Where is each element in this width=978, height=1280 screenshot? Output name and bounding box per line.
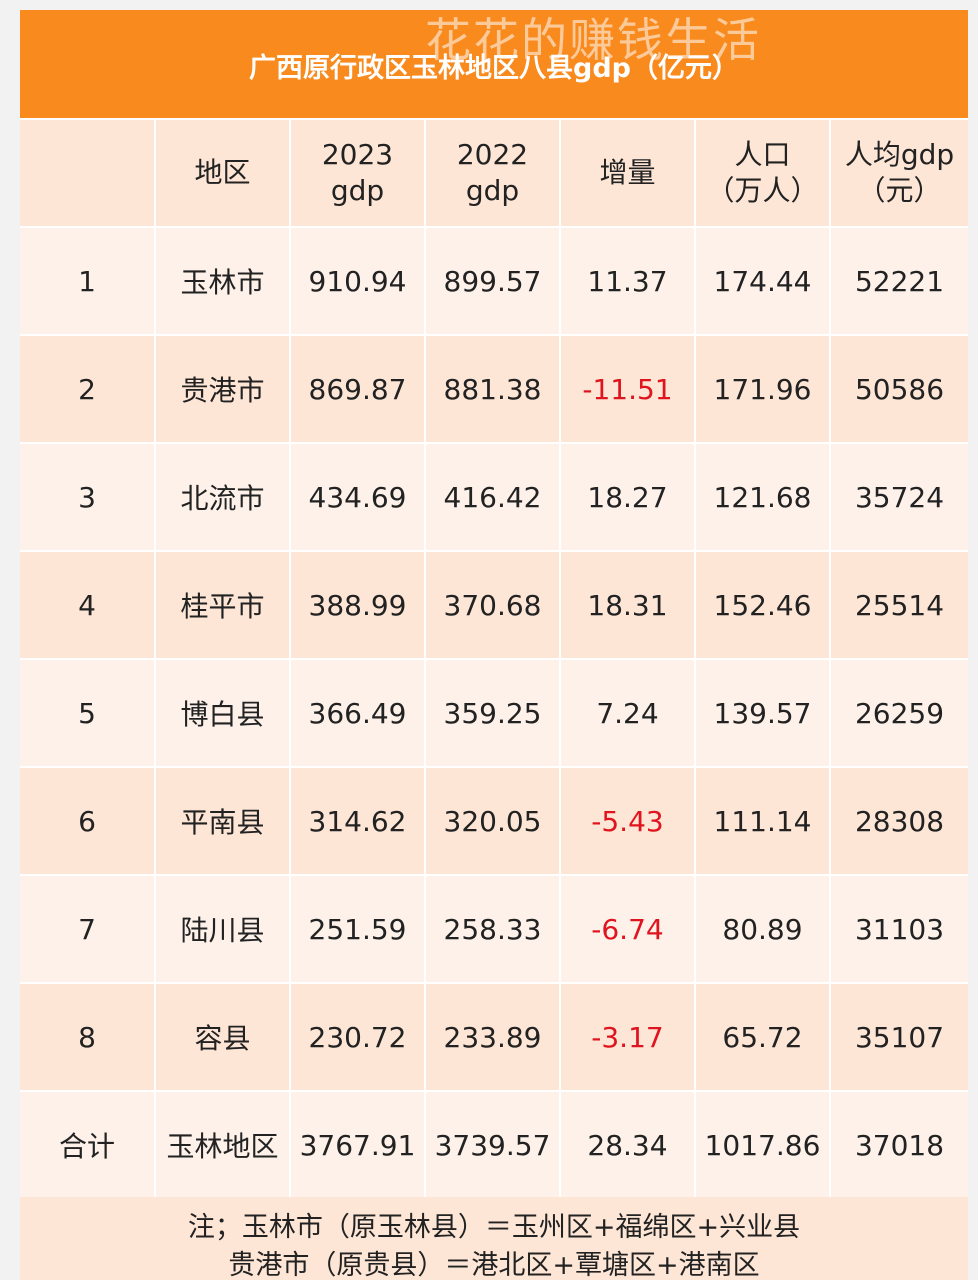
cell-delta: 28.34: [559, 1090, 695, 1198]
cell-gdp-2023: 388.99: [289, 550, 425, 659]
cell-population: 1017.86: [694, 1090, 830, 1198]
cell-region: 玉林市: [154, 226, 290, 335]
cell-gdp-2023: 366.49: [289, 658, 425, 767]
cell-delta: 18.27: [559, 442, 695, 551]
cell-region: 博白县: [154, 658, 290, 767]
table-body: 1 玉林市 910.94 899.57 11.37 174.44 52221 2 贵港市 869.…: [20, 226, 968, 1198]
cell-delta: -11.51: [559, 334, 695, 443]
cell-per-capita: 50586: [829, 334, 968, 443]
cell-per-capita: 52221: [829, 226, 968, 335]
cell-region: 陆川县: [154, 874, 290, 983]
cell-gdp-2022: 3739.57: [424, 1090, 560, 1198]
cell-gdp-2022: 359.25: [424, 658, 560, 767]
cell-region: 平南县: [154, 766, 290, 875]
table-row: 2 贵港市 869.87 881.38 -11.51 171.96 50586: [20, 334, 968, 443]
cell-gdp-2023: 251.59: [289, 874, 425, 983]
cell-rank: 3: [20, 442, 155, 551]
cell-gdp-2022: 881.38: [424, 334, 560, 443]
cell-delta: 18.31: [559, 550, 695, 659]
cell-gdp-2023: 3767.91: [289, 1090, 425, 1198]
footnote: 注；玉林市（原玉林县）＝玉州区+福绵区+兴业县 贵港市（原贵县）＝港北区+覃塘区…: [20, 1197, 968, 1280]
cell-population: 171.96: [694, 334, 830, 443]
cell-gdp-2023: 230.72: [289, 982, 425, 1091]
cell-rank: 1: [20, 226, 155, 335]
header-per-capita: 人均gdp （元）: [829, 118, 968, 227]
cell-per-capita: 35724: [829, 442, 968, 551]
cell-gdp-2022: 233.89: [424, 982, 560, 1091]
cell-delta: 7.24: [559, 658, 695, 767]
cell-total-label: 合计: [20, 1090, 155, 1198]
report-card: 花花的赚钱生活 广西原行政区玉林地区八县gdp（亿元） 地区 2023 gdp 2…: [20, 10, 968, 1280]
cell-gdp-2022: 899.57: [424, 226, 560, 335]
cell-region: 北流市: [154, 442, 290, 551]
footnote-line: 注；玉林市（原玉林县）＝玉州区+福绵区+兴业县: [187, 1212, 801, 1243]
header-gdp-2022: 2022 gdp: [424, 118, 560, 227]
cell-population: 174.44: [694, 226, 830, 335]
cell-rank: 4: [20, 550, 155, 659]
table-row: 1 玉林市 910.94 899.57 11.37 174.44 52221: [20, 226, 968, 335]
footnote-line: 贵港市（原贵县）＝港北区+覃塘区+港南区: [228, 1250, 760, 1280]
cell-per-capita: 28308: [829, 766, 968, 875]
cell-rank: 5: [20, 658, 155, 767]
cell-gdp-2023: 314.62: [289, 766, 425, 875]
table-row: 8 容县 230.72 233.89 -3.17 65.72 35107: [20, 982, 968, 1091]
header-region: 地区: [154, 118, 290, 227]
header-delta: 增量: [559, 118, 695, 227]
cell-region: 玉林地区: [154, 1090, 290, 1198]
cell-population: 152.46: [694, 550, 830, 659]
table-row: 4 桂平市 388.99 370.68 18.31 152.46 25514: [20, 550, 968, 659]
header-gdp-2023: 2023 gdp: [289, 118, 425, 227]
cell-rank: 7: [20, 874, 155, 983]
table-row: 3 北流市 434.69 416.42 18.27 121.68 35724: [20, 442, 968, 551]
cell-delta: -5.43: [559, 766, 695, 875]
page-title: 广西原行政区玉林地区八县gdp（亿元）: [249, 53, 739, 84]
cell-population: 111.14: [694, 766, 830, 875]
cell-per-capita: 25514: [829, 550, 968, 659]
header-population: 人口 （万人）: [694, 118, 830, 227]
table-row-total: 合计 玉林地区 3767.91 3739.57 28.34 1017.86 37018: [20, 1090, 968, 1198]
cell-delta: -6.74: [559, 874, 695, 983]
cell-gdp-2022: 416.42: [424, 442, 560, 551]
cell-rank: 6: [20, 766, 155, 875]
cell-gdp-2022: 320.05: [424, 766, 560, 875]
cell-region: 容县: [154, 982, 290, 1091]
table-row: 6 平南县 314.62 320.05 -5.43 111.14 28308: [20, 766, 968, 875]
cell-population: 80.89: [694, 874, 830, 983]
table-row: 5 博白县 366.49 359.25 7.24 139.57 26259: [20, 658, 968, 767]
header-rank: [20, 118, 155, 227]
cell-population: 139.57: [694, 658, 830, 767]
cell-gdp-2023: 434.69: [289, 442, 425, 551]
cell-per-capita: 31103: [829, 874, 968, 983]
cell-gdp-2023: 869.87: [289, 334, 425, 443]
cell-gdp-2022: 370.68: [424, 550, 560, 659]
cell-per-capita: 35107: [829, 982, 968, 1091]
cell-region: 桂平市: [154, 550, 290, 659]
cell-per-capita: 26259: [829, 658, 968, 767]
cell-rank: 2: [20, 334, 155, 443]
watermark: 花花的赚钱生活: [425, 13, 761, 67]
cell-gdp-2023: 910.94: [289, 226, 425, 335]
cell-per-capita: 37018: [829, 1090, 968, 1198]
cell-rank: 8: [20, 982, 155, 1091]
cell-region: 贵港市: [154, 334, 290, 443]
table-header-row: 地区 2023 gdp 2022 gdp 增量 人口 （万人） 人均gdp （元）: [20, 118, 968, 227]
cell-delta: -3.17: [559, 982, 695, 1091]
table-row: 7 陆川县 251.59 258.33 -6.74 80.89 31103: [20, 874, 968, 983]
cell-gdp-2022: 258.33: [424, 874, 560, 983]
title-bar: 花花的赚钱生活 广西原行政区玉林地区八县gdp（亿元）: [20, 10, 968, 118]
cell-delta: 11.37: [559, 226, 695, 335]
cell-population: 65.72: [694, 982, 830, 1091]
cell-population: 121.68: [694, 442, 830, 551]
